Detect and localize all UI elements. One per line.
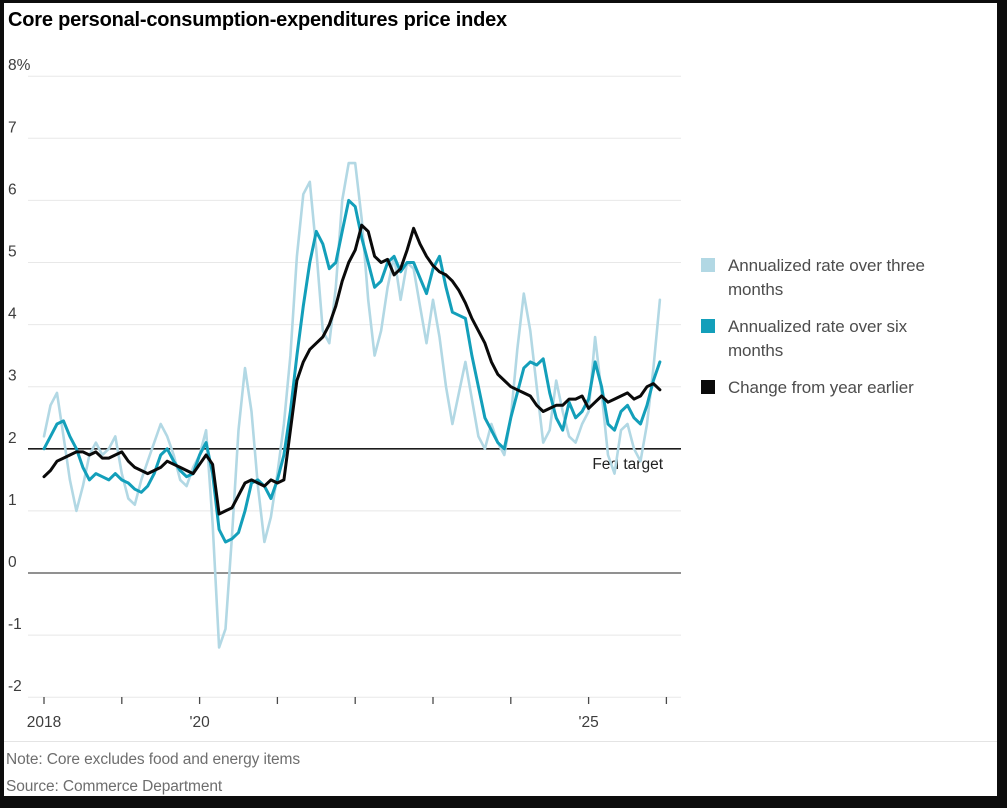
six-month-swatch-icon: [701, 319, 715, 333]
year-earlier-swatch-icon: [701, 380, 715, 394]
series-line-1: [42, 198, 662, 544]
chart-legend: Annualized rate over three months Annual…: [701, 254, 991, 413]
chart-title: Core personal-consumption-expenditures p…: [8, 9, 507, 31]
y-axis-label: 7: [8, 119, 17, 136]
y-axis-label: 6: [8, 181, 17, 198]
legend-label: Annualized rate over three months: [728, 256, 925, 299]
series-line-0: [42, 161, 662, 649]
legend-label: Annualized rate over six months: [728, 317, 908, 360]
fed-target-label: Fed target: [592, 456, 663, 473]
three-month-swatch-icon: [701, 258, 715, 272]
y-axis-label: 2: [8, 430, 17, 447]
legend-item: Change from year earlier: [701, 376, 991, 400]
chart-note: Note: Core excludes food and energy item…: [6, 751, 301, 768]
y-axis-label: -2: [8, 678, 22, 695]
y-axis-label: 1: [8, 492, 17, 509]
x-axis-label: '25: [578, 714, 598, 731]
y-axis-label: -1: [8, 616, 22, 633]
legend-item: Annualized rate over three months: [701, 254, 991, 302]
x-axis-label: '20: [189, 714, 210, 731]
screenshot-border: [0, 0, 4, 808]
screenshot-border: [0, 796, 1007, 808]
y-axis-label: 3: [8, 368, 17, 385]
footer-divider: [4, 741, 997, 742]
y-axis-label: 4: [8, 306, 17, 323]
x-axis-label: 2018: [27, 714, 61, 731]
screenshot-border: [0, 0, 1007, 3]
y-axis-label: 5: [8, 244, 17, 261]
y-axis-label: 8%: [8, 57, 31, 74]
chart-source: Source: Commerce Department: [6, 778, 223, 795]
series-line-2: [42, 223, 662, 516]
legend-item: Annualized rate over six months: [701, 315, 991, 363]
screenshot-border: [997, 0, 1007, 808]
y-axis-label: 0: [8, 554, 17, 571]
legend-label: Change from year earlier: [728, 378, 914, 397]
